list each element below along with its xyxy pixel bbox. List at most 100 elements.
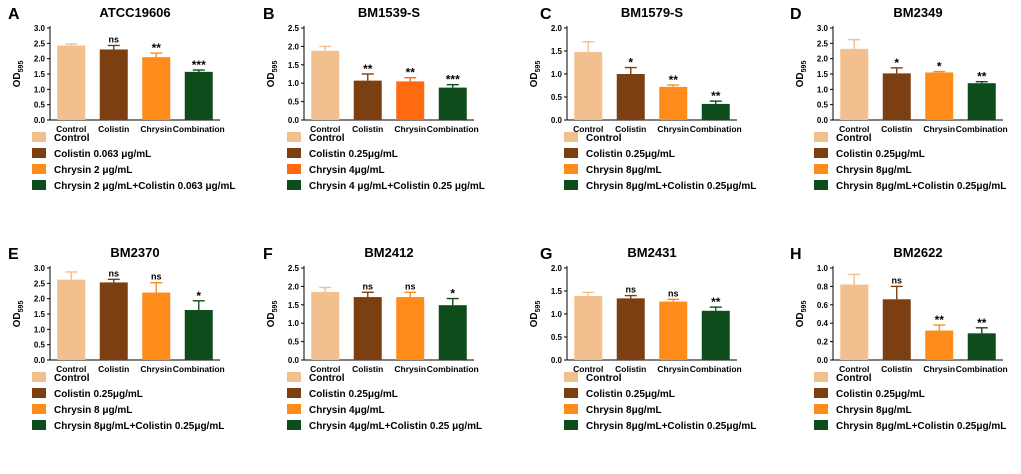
y-tick-label: 1.5 bbox=[817, 70, 829, 79]
legend-swatch bbox=[287, 148, 301, 158]
significance-label: ** bbox=[977, 70, 987, 84]
y-tick-label: 3.0 bbox=[34, 24, 46, 33]
y-tick-label: 0.0 bbox=[817, 356, 829, 365]
bar-control bbox=[57, 279, 86, 360]
significance-label: *** bbox=[192, 58, 206, 72]
y-tick-label: 0.5 bbox=[34, 101, 46, 110]
panel-letter: G bbox=[540, 246, 552, 263]
x-tick-label: Chrysin bbox=[923, 124, 955, 134]
x-tick-label: Colistin bbox=[98, 124, 129, 134]
bar-colistin bbox=[882, 299, 911, 360]
significance-label: ** bbox=[935, 313, 945, 327]
bar-colistin bbox=[616, 298, 645, 360]
bar-control bbox=[57, 45, 86, 121]
significance-label: ** bbox=[711, 295, 721, 309]
y-tick-label: 0.5 bbox=[551, 93, 563, 102]
significance-label: ns bbox=[108, 34, 119, 44]
y-axis-label: OD595 bbox=[266, 301, 279, 328]
y-axis-label: OD595 bbox=[529, 61, 542, 88]
legend-label: Control bbox=[309, 373, 345, 384]
legend-swatch bbox=[564, 372, 578, 382]
legend-swatch bbox=[814, 164, 828, 174]
bar-combination bbox=[967, 333, 996, 360]
chart-title: BM2349 bbox=[893, 5, 942, 20]
x-tick-label: Colistin bbox=[352, 364, 383, 374]
bar-combination bbox=[701, 103, 730, 120]
legend-label: Chrysin 8μg/mL bbox=[836, 165, 912, 176]
legend-swatch bbox=[564, 164, 578, 174]
significance-label: * bbox=[196, 289, 201, 303]
x-tick-label: Combination bbox=[956, 364, 1008, 374]
y-tick-label: 0.0 bbox=[288, 356, 300, 365]
legend-swatch bbox=[287, 372, 301, 382]
y-axis-label: OD595 bbox=[266, 61, 279, 88]
y-tick-label: 2.0 bbox=[34, 295, 46, 304]
chart-title: BM1539-S bbox=[358, 5, 420, 20]
significance-label: ** bbox=[363, 62, 373, 76]
significance-label: ns bbox=[891, 275, 902, 285]
x-tick-label: Colistin bbox=[881, 364, 912, 374]
panel-letter: A bbox=[8, 6, 20, 23]
x-tick-label: Chrysin bbox=[923, 364, 955, 374]
significance-label: ** bbox=[406, 66, 416, 80]
y-tick-label: 1.0 bbox=[34, 85, 46, 94]
legend-swatch bbox=[287, 132, 301, 142]
y-tick-label: 2.5 bbox=[34, 39, 46, 48]
x-tick-label: Combination bbox=[956, 124, 1008, 134]
panel-e: E BM2370 OD595 0.0 0.5 1.0 1.5 2.0 2.5 3.0 Control… bbox=[8, 245, 225, 432]
legend-label: Control bbox=[836, 373, 872, 384]
y-tick-label: 2.5 bbox=[34, 279, 46, 288]
bar-control bbox=[840, 48, 869, 120]
x-tick-label: Colistin bbox=[615, 364, 646, 374]
significance-label: *** bbox=[446, 73, 460, 87]
y-tick-label: 0.0 bbox=[34, 356, 46, 365]
chart-title: BM2370 bbox=[110, 245, 159, 260]
legend-swatch bbox=[814, 180, 828, 190]
panel-a: A ATCC19606 OD595 0.0 0.5 1.0 1.5 2.0 2.5 3.0 Cont… bbox=[8, 5, 235, 192]
significance-label: * bbox=[628, 56, 633, 70]
x-tick-label: Combination bbox=[427, 124, 479, 134]
y-axis-label: OD595 bbox=[795, 61, 808, 88]
y-tick-label: 1.5 bbox=[34, 310, 46, 319]
x-tick-label: Control bbox=[56, 124, 86, 134]
legend-label: Colistin 0.25μg/mL bbox=[54, 389, 143, 400]
chart-title: BM1579-S bbox=[621, 5, 683, 20]
bar-control bbox=[311, 50, 340, 120]
x-tick-label: Control bbox=[310, 364, 340, 374]
bar-colistin bbox=[99, 49, 128, 120]
legend-label: Chrysin 8μg/mL+Colistin 0.25μg/mL bbox=[586, 181, 756, 192]
y-axis-label: OD595 bbox=[12, 301, 25, 328]
x-tick-label: Control bbox=[310, 124, 340, 134]
bar-combination bbox=[438, 305, 467, 360]
y-tick-label: 0.2 bbox=[817, 338, 829, 347]
legend-swatch bbox=[32, 132, 46, 142]
legend-label: Colistin 0.25μg/mL bbox=[309, 149, 398, 160]
bar-chrysin bbox=[925, 330, 954, 360]
x-tick-label: Chrysin bbox=[657, 124, 689, 134]
significance-label: ns bbox=[405, 281, 416, 291]
legend-swatch bbox=[814, 404, 828, 414]
x-tick-label: Combination bbox=[173, 364, 225, 374]
legend-swatch bbox=[287, 164, 301, 174]
significance-label: ns bbox=[668, 288, 679, 298]
y-tick-label: 1.0 bbox=[551, 310, 563, 319]
y-tick-label: 2.0 bbox=[817, 55, 829, 64]
bar-chrysin bbox=[142, 57, 171, 120]
legend-label: Control bbox=[309, 133, 345, 144]
x-tick-label: Chrysin bbox=[140, 364, 172, 374]
x-tick-label: Control bbox=[573, 124, 603, 134]
legend-swatch bbox=[814, 372, 828, 382]
legend-swatch bbox=[564, 420, 578, 430]
bar-combination bbox=[967, 83, 996, 120]
y-tick-label: 1.5 bbox=[34, 70, 46, 79]
panel-letter: E bbox=[8, 246, 19, 263]
legend-swatch bbox=[814, 420, 828, 430]
x-tick-label: Control bbox=[573, 364, 603, 374]
legend-swatch bbox=[32, 420, 46, 430]
x-tick-label: Colistin bbox=[352, 124, 383, 134]
y-tick-label: 0.0 bbox=[817, 116, 829, 125]
y-tick-label: 0.4 bbox=[817, 319, 829, 328]
y-tick-label: 1.0 bbox=[288, 319, 300, 328]
y-tick-label: 0.0 bbox=[288, 116, 300, 125]
y-tick-label: 0.5 bbox=[817, 101, 829, 110]
